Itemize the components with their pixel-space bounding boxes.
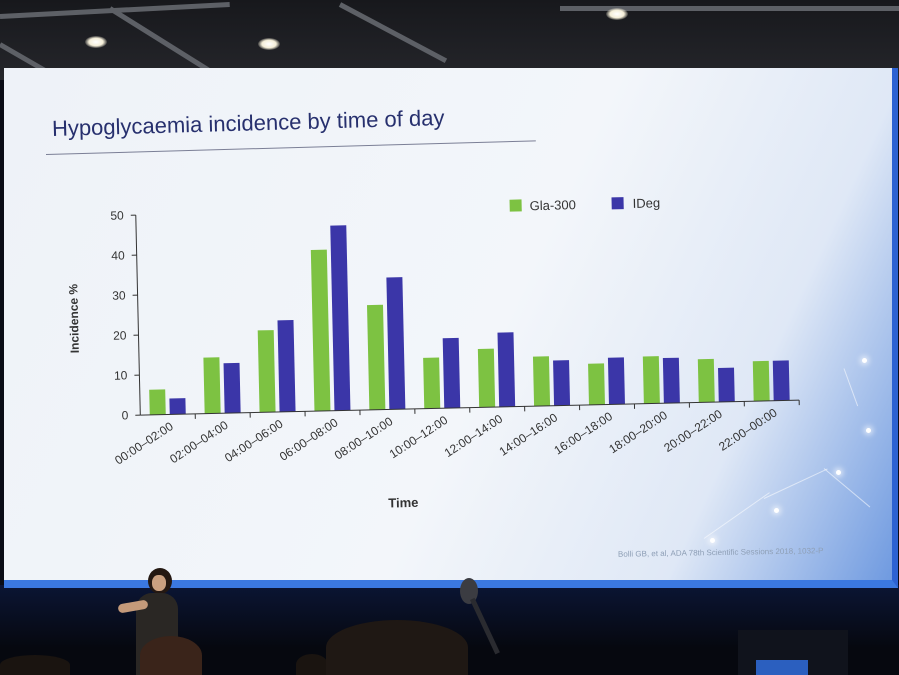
x-tick-label: 12:00–14:00 — [442, 412, 506, 461]
bar-gla300-1 — [203, 357, 221, 414]
network-decoration — [836, 470, 841, 475]
bar-ideg-5 — [442, 337, 461, 409]
audience-head — [140, 636, 202, 675]
y-axis-line — [135, 215, 141, 416]
bar-gla300-9 — [642, 356, 660, 404]
bar-ideg-2 — [277, 320, 296, 412]
x-tick-label: 14:00–16:00 — [497, 410, 561, 459]
network-decoration — [710, 538, 715, 543]
podium-monitor — [756, 660, 808, 675]
bar-gla300-4 — [366, 304, 386, 410]
network-decoration — [862, 358, 867, 363]
stage-light — [258, 38, 280, 50]
legend-swatch-ideg — [611, 197, 624, 210]
network-decoration — [866, 428, 871, 433]
y-tick-label: 10 — [114, 368, 128, 382]
bar-ideg-8 — [607, 357, 625, 405]
bar-gla300-5 — [423, 357, 441, 409]
y-tick-label: 0 — [121, 408, 128, 422]
ceiling-truss — [338, 2, 448, 64]
network-decoration — [774, 508, 779, 513]
audience-head — [296, 654, 328, 675]
x-tick-label: 10:00–12:00 — [387, 413, 451, 462]
microphone — [458, 578, 500, 655]
bars-layer — [149, 225, 790, 415]
y-tick-label: 20 — [113, 328, 127, 342]
bar-ideg-10 — [718, 367, 735, 402]
x-tick-label: 02:00–04:00 — [167, 418, 231, 467]
bar-gla300-6 — [477, 348, 496, 408]
legend-label-ideg: IDeg — [632, 195, 660, 211]
ceiling-truss — [560, 6, 899, 11]
y-ticks: 0 10 20 30 40 50 — [110, 208, 141, 423]
x-axis-title: Time — [388, 495, 418, 511]
bar-ideg-11 — [772, 360, 790, 401]
y-axis-title: Incidence % — [66, 283, 82, 353]
bar-ideg-9 — [662, 357, 680, 404]
x-tick-label: 20:00–22:00 — [661, 407, 725, 456]
legend-swatch-gla300 — [509, 199, 522, 212]
bar-ideg-4 — [386, 277, 406, 410]
audience-head — [0, 655, 70, 675]
stage-light — [606, 8, 628, 20]
ceiling-truss — [108, 6, 214, 75]
bar-chart: 0 10 20 30 40 50 00:00–02:0002:00–04:0004:00–… — [66, 195, 800, 511]
bar-gla300-8 — [588, 363, 605, 405]
bar-ideg-7 — [553, 360, 571, 406]
x-tick-label: 18:00–20:00 — [606, 408, 670, 457]
y-tick-label: 40 — [111, 248, 125, 262]
bar-gla300-3 — [310, 249, 331, 412]
audience-head — [326, 620, 468, 675]
x-tick-label: 16:00–18:00 — [551, 409, 615, 458]
bar-ideg-1 — [223, 362, 241, 414]
x-tick-label: 22:00–00:00 — [716, 405, 780, 454]
stage-light — [85, 36, 107, 48]
projection-screen: Hypoglycaemia incidence by time of day 0… — [4, 68, 898, 588]
bar-gla300-0 — [149, 389, 166, 415]
x-tick-label: 08:00–10:00 — [332, 414, 396, 463]
x-tick-label: 06:00–08:00 — [277, 415, 341, 464]
bar-ideg-3 — [330, 225, 351, 411]
bar-gla300-7 — [532, 356, 551, 407]
x-tick-label: 04:00–06:00 — [222, 416, 286, 465]
bar-ideg-0 — [169, 398, 186, 415]
x-tick-label: 00:00–02:00 — [112, 419, 176, 468]
legend-label-gla300: Gla-300 — [529, 197, 576, 213]
y-tick-label: 30 — [112, 288, 126, 302]
legend: Gla-300 IDeg — [509, 195, 660, 213]
ceiling — [0, 0, 899, 82]
y-tick-label: 50 — [110, 208, 124, 222]
bar-gla300-2 — [257, 330, 276, 413]
bar-gla300-11 — [752, 360, 770, 402]
bar-gla300-10 — [697, 358, 715, 403]
bar-ideg-6 — [497, 332, 516, 407]
